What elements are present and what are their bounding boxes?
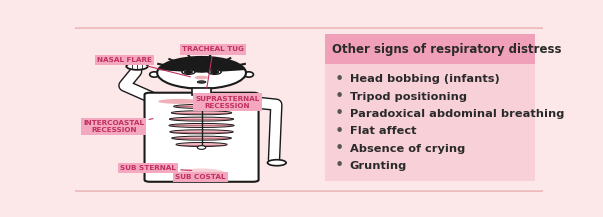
Circle shape (182, 70, 195, 74)
Text: •: • (335, 106, 344, 121)
Text: Tripod positioning: Tripod positioning (350, 92, 467, 102)
Ellipse shape (197, 146, 206, 149)
Ellipse shape (172, 136, 232, 140)
FancyBboxPatch shape (145, 93, 259, 182)
Text: Absence of crying: Absence of crying (350, 143, 465, 153)
Text: •: • (335, 72, 344, 87)
Text: •: • (335, 89, 344, 104)
Wedge shape (158, 57, 245, 73)
Circle shape (157, 57, 246, 89)
Circle shape (185, 71, 192, 73)
Text: Flat affect: Flat affect (350, 126, 416, 136)
Text: INTERCOASTAL
RECESSION: INTERCOASTAL RECESSION (83, 119, 153, 133)
FancyBboxPatch shape (74, 28, 544, 191)
Ellipse shape (170, 130, 233, 134)
Text: Other signs of respiratory distress: Other signs of respiratory distress (332, 43, 562, 56)
Text: Grunting: Grunting (350, 161, 407, 171)
Ellipse shape (158, 99, 200, 104)
Ellipse shape (169, 124, 234, 127)
Text: SUB STERNAL: SUB STERNAL (120, 165, 192, 171)
Ellipse shape (169, 117, 234, 121)
Ellipse shape (150, 72, 159, 77)
Ellipse shape (126, 63, 148, 70)
Ellipse shape (195, 76, 209, 79)
Ellipse shape (244, 72, 253, 77)
FancyBboxPatch shape (192, 88, 211, 95)
Text: SUB COSTAL: SUB COSTAL (175, 174, 226, 180)
Text: •: • (335, 124, 344, 139)
FancyBboxPatch shape (326, 34, 535, 64)
Text: Head bobbing (infants): Head bobbing (infants) (350, 74, 499, 84)
Ellipse shape (178, 168, 225, 178)
Text: TRACHEAL TUG: TRACHEAL TUG (182, 46, 244, 89)
Ellipse shape (203, 99, 245, 104)
Text: •: • (335, 141, 344, 156)
Circle shape (208, 70, 221, 74)
Ellipse shape (197, 81, 206, 83)
Text: Paradoxical abdominal breathing: Paradoxical abdominal breathing (350, 109, 564, 119)
Ellipse shape (268, 160, 286, 166)
Ellipse shape (171, 111, 232, 115)
FancyBboxPatch shape (326, 34, 535, 181)
Ellipse shape (174, 105, 230, 108)
Text: NASAL FLARE: NASAL FLARE (97, 57, 191, 77)
Text: •: • (335, 158, 344, 173)
Ellipse shape (176, 143, 227, 146)
Circle shape (211, 71, 218, 73)
Text: SUPRASTERNAL
RECESSION: SUPRASTERNAL RECESSION (195, 95, 259, 108)
